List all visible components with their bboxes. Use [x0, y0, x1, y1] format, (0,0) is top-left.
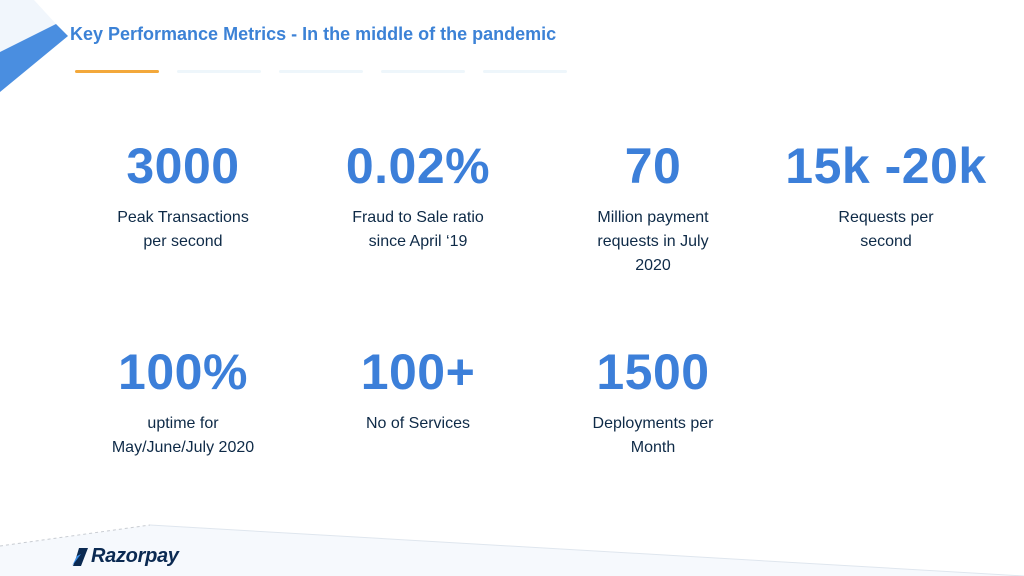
- metric-label-line: No of Services: [365, 415, 471, 432]
- razorpay-brand: Razorpay: [72, 545, 179, 568]
- metric-label-line: Month: [630, 439, 676, 456]
- metric-value: 3000: [126, 138, 240, 194]
- metric-label-line: 2020: [635, 257, 671, 274]
- metric-requests-per-second: 15k -20k Requests per second: [776, 138, 996, 254]
- metric-value: 1500: [596, 344, 710, 400]
- metric-label-line: per second: [143, 233, 223, 250]
- metric-label: Million payment requests in July 2020: [543, 206, 763, 278]
- tab-indicator-active: [75, 70, 159, 73]
- footer-background-shape: [0, 524, 1024, 576]
- metric-uptime: 100% uptime for May/June/July 2020: [73, 344, 293, 460]
- metric-label-line: uptime for: [147, 415, 219, 432]
- metric-label-line: Fraud to Sale ratio: [352, 209, 484, 226]
- tab-indicator: [483, 70, 567, 73]
- metric-deployments: 1500 Deployments per Month: [543, 344, 763, 460]
- metric-label: Peak Transactions per second: [73, 206, 293, 254]
- brand-name: Razorpay: [91, 545, 179, 567]
- metric-services: 100+ No of Services: [308, 344, 528, 436]
- metric-label-line: Requests per: [838, 209, 934, 226]
- progress-tabs: [75, 70, 567, 73]
- metric-value: 70: [624, 138, 682, 194]
- metric-label-line: May/June/July 2020: [111, 439, 255, 456]
- metric-value: 15k -20k: [785, 138, 987, 194]
- metric-label-line: requests in July: [597, 233, 709, 250]
- metric-value: 0.02%: [345, 138, 491, 194]
- metric-label-line: Million payment: [597, 209, 709, 226]
- tab-indicator: [279, 70, 363, 73]
- metric-label: Fraud to Sale ratio since April ‘19: [308, 206, 528, 254]
- corner-accent-shape: [0, 0, 68, 92]
- metric-value: 100+: [360, 344, 476, 400]
- metric-peak-transactions: 3000 Peak Transactions per second: [73, 138, 293, 254]
- razorpay-logo-icon: [72, 547, 88, 566]
- metric-label-line: since April ‘19: [368, 233, 468, 250]
- metric-label: uptime for May/June/July 2020: [73, 412, 293, 460]
- metric-label: Deployments per Month: [543, 412, 763, 460]
- metric-label: No of Services: [308, 412, 528, 436]
- metric-label-line: Deployments per: [592, 415, 714, 432]
- metric-label: Requests per second: [776, 206, 996, 254]
- tab-indicator: [177, 70, 261, 73]
- metric-label-line: Peak Transactions: [117, 209, 249, 226]
- metric-fraud-ratio: 0.02% Fraud to Sale ratio since April ‘1…: [308, 138, 528, 254]
- metric-payment-requests: 70 Million payment requests in July 2020: [543, 138, 763, 278]
- tab-indicator: [381, 70, 465, 73]
- metric-value: 100%: [118, 344, 248, 400]
- slide-title: Key Performance Metrics - In the middle …: [70, 24, 557, 44]
- metric-label-line: second: [860, 233, 912, 250]
